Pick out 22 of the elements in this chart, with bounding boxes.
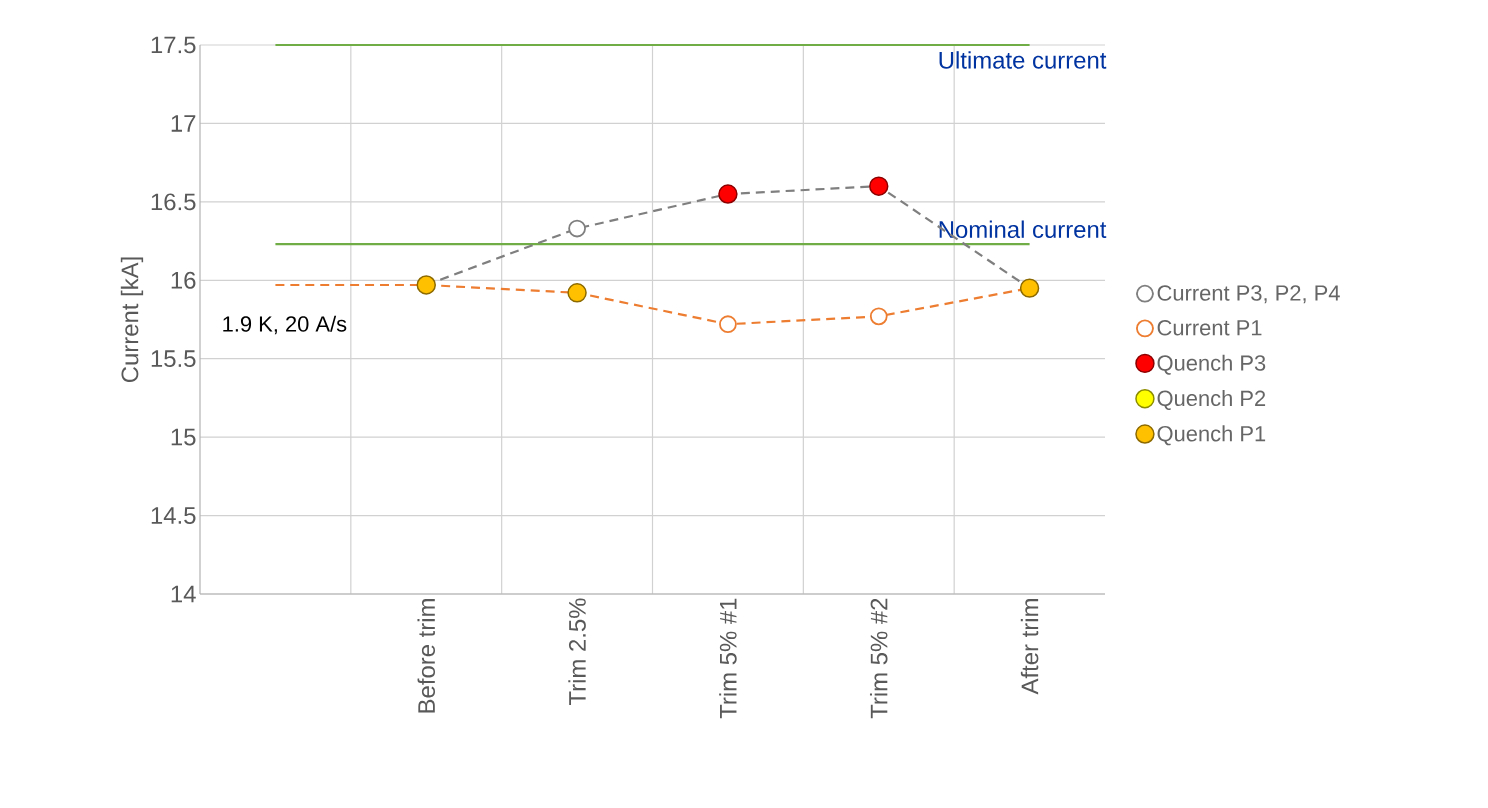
x-tick-label: After trim: [1020, 599, 1039, 695]
legend-label: Quench P1: [1157, 425, 1266, 446]
x-tick-label: Trim 5% #1: [719, 598, 737, 719]
legend-label: Quench P3: [1157, 354, 1266, 375]
ref-line-label: Ultimate current: [939, 51, 1107, 69]
y-tick-label: 15: [171, 428, 196, 446]
y-tick-label: 14.5: [151, 507, 196, 524]
y-tick-label: 17.5: [151, 36, 196, 54]
y-tick-label: 16.5: [151, 193, 196, 211]
legend-label: Current P1: [1157, 319, 1262, 336]
x-tick-label: Before trim: [417, 599, 436, 713]
annotation: 1.9 K, 20 A/s: [223, 315, 347, 335]
y-tick-label: 17: [171, 115, 196, 132]
x-tick-label: Trim 2.5%: [568, 598, 586, 706]
legend-label: Quench P2: [1157, 390, 1266, 411]
y-axis-title: Current [kA]: [120, 257, 144, 383]
ref-line-label: Nominal current: [939, 220, 1107, 239]
x-tick-label: Trim 5% #2: [869, 598, 888, 719]
legend-label: Current P3, P2, P4: [1157, 285, 1340, 304]
y-tick-label: 16: [171, 271, 196, 289]
y-tick-label: 15.5: [151, 350, 196, 368]
y-tick-label: 14: [171, 585, 196, 603]
